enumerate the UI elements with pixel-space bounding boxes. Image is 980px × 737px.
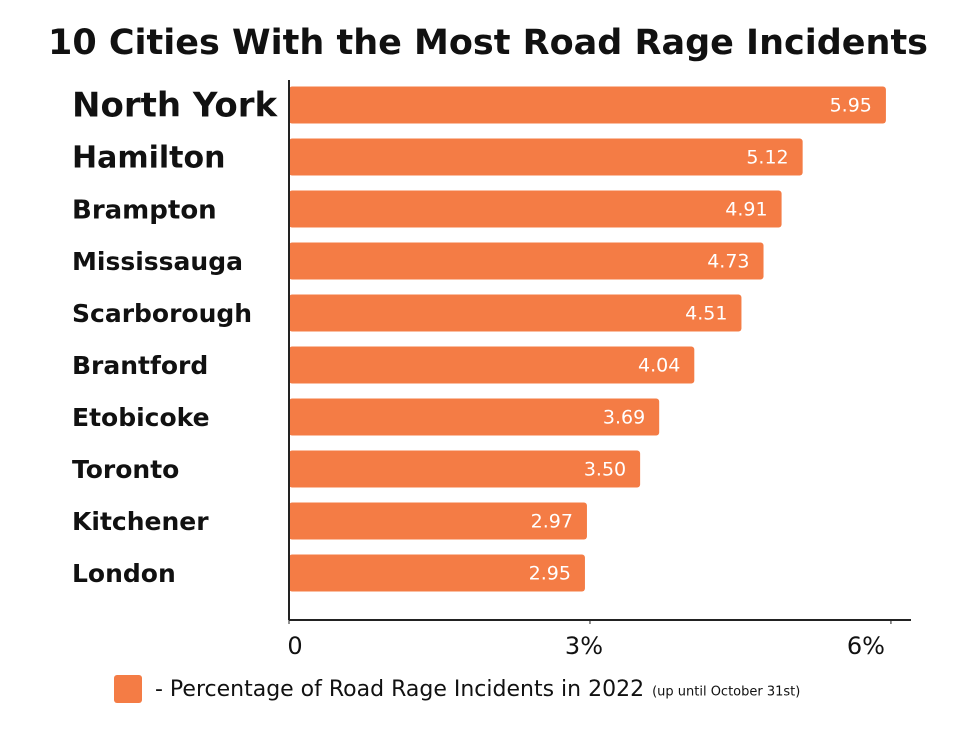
- category-label: Brantford: [72, 351, 208, 380]
- value-label: 5.12: [746, 147, 788, 169]
- bar: [289, 502, 587, 540]
- bar: [289, 138, 803, 176]
- category-label: London: [72, 559, 176, 588]
- category-label: Toronto: [72, 455, 179, 484]
- legend-swatch: [114, 675, 142, 703]
- value-label: 4.73: [707, 251, 749, 273]
- value-label: 5.95: [830, 95, 872, 117]
- category-label: Brampton: [72, 196, 217, 226]
- x-tick-label: 3%: [565, 632, 603, 660]
- legend-label: - Percentage of Road Rage Incidents in 2…: [155, 677, 644, 702]
- x-tick-label: 0: [287, 632, 302, 660]
- value-label: 2.95: [529, 563, 571, 585]
- value-label: 3.69: [603, 407, 645, 429]
- value-label: 4.04: [638, 355, 680, 377]
- chart-title: 10 Cities With the Most Road Rage Incide…: [48, 23, 928, 63]
- bar: [289, 86, 886, 124]
- bar: [289, 190, 782, 228]
- value-label: 3.50: [584, 459, 626, 481]
- legend-note: (up until October 31st): [652, 685, 800, 700]
- bar: [289, 450, 641, 488]
- bar: [289, 554, 585, 592]
- category-label: Kitchener: [72, 507, 209, 536]
- value-label: 4.91: [725, 199, 767, 221]
- category-label: Mississauga: [72, 247, 243, 276]
- bar: [289, 398, 660, 436]
- bar: [289, 346, 695, 384]
- bar: [289, 294, 742, 332]
- value-label: 4.51: [685, 303, 727, 325]
- category-label: Hamilton: [72, 141, 226, 176]
- category-label: North York: [72, 86, 279, 126]
- bar: [289, 242, 764, 280]
- x-tick-label: 6%: [847, 632, 885, 660]
- category-label: Scarborough: [72, 299, 252, 328]
- category-label: Etobicoke: [72, 403, 210, 432]
- value-label: 2.97: [531, 511, 573, 533]
